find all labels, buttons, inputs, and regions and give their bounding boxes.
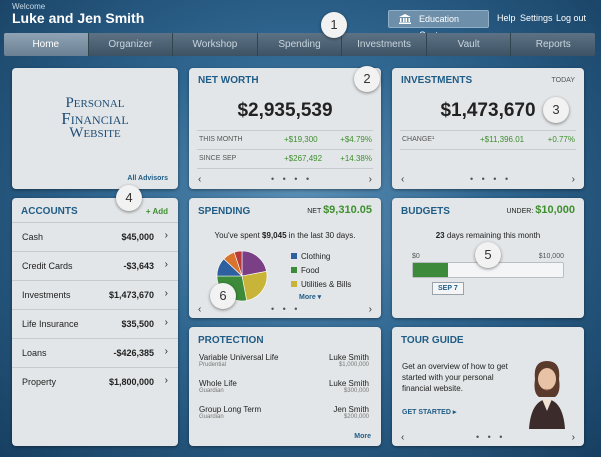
net-worth-panel[interactable]: NET WORTH $2,935,539 THIS MONTH +$19,300… (189, 68, 381, 189)
prev-arrow[interactable]: ‹ (198, 304, 202, 315)
change-pct: +0.77% (547, 135, 575, 144)
today-label: TODAY (551, 77, 575, 84)
policy-row[interactable]: Group Long Term Guardian Jen Smith $200,0… (199, 405, 369, 420)
chevron-right-icon: › (164, 346, 168, 357)
prev-arrow[interactable]: ‹ (401, 174, 405, 185)
tab-investments[interactable]: Investments (342, 33, 427, 56)
change-label: CHANGE¹ (402, 136, 435, 143)
bank-icon (399, 14, 411, 24)
this-month-label: THIS MONTH (199, 136, 243, 143)
header: Welcome Luke and Jen Smith Education Cen… (0, 0, 601, 40)
protection-more-link[interactable]: More (354, 433, 371, 440)
budget-remaining: 23 days remaining this month (435, 231, 541, 240)
account-row[interactable]: Loans -$426,385 › (12, 338, 178, 367)
accounts-panel: ACCOUNTS + Add Cash $45,000 › Credit Car… (12, 198, 178, 446)
investments-title: INVESTMENTS (401, 75, 473, 86)
callout-badge: 5 (475, 242, 501, 268)
account-row[interactable]: Property $1,800,000 › (12, 367, 178, 396)
pager-dots: • • • • (271, 174, 313, 184)
callout-badge: 3 (543, 97, 569, 123)
pie-slice[interactable] (241, 250, 267, 277)
spending-summary: You've spent $9,045 in the last 30 days. (214, 231, 356, 240)
help-link[interactable]: Help (497, 13, 516, 23)
prev-arrow[interactable]: ‹ (401, 432, 405, 443)
chevron-right-icon: › (164, 288, 168, 299)
main-nav: Home Organizer Workshop Spending Investm… (4, 33, 595, 56)
next-arrow[interactable]: › (571, 174, 575, 185)
get-started-link[interactable]: GET STARTED ▸ (402, 409, 457, 416)
next-arrow[interactable]: › (571, 432, 575, 443)
account-row[interactable]: Investments $1,473,670 › (12, 280, 178, 309)
since-sep-amount: +$267,492 (284, 154, 323, 163)
legend-item: Utilities & Bills (291, 278, 351, 292)
tour-guide-panel[interactable]: TOUR GUIDE Get an overview of how to get… (392, 327, 584, 446)
tab-organizer[interactable]: Organizer (89, 33, 174, 56)
spending-net: NET $9,310.05 (307, 204, 372, 216)
logout-link[interactable]: Log out (556, 13, 587, 23)
investments-value: $1,473,670 (440, 100, 536, 121)
settings-link[interactable]: Settings (520, 13, 553, 23)
site-logo: Personal Financial Website (61, 95, 129, 141)
next-arrow[interactable]: › (368, 304, 372, 315)
this-month-pct: +$4.79% (340, 135, 372, 144)
account-row[interactable]: Life Insurance $35,500 › (12, 309, 178, 338)
since-sep-label: SINCE SEP (199, 155, 237, 162)
spending-legend: Clothing Food Utilities & Bills (291, 250, 351, 292)
account-row[interactable]: Cash $45,000 › (12, 222, 178, 251)
pager-dots: • • • (271, 304, 301, 314)
spending-more-link[interactable]: More ▾ (299, 294, 322, 301)
budget-under-value: $10,000 (535, 204, 575, 216)
tour-guide-title: TOUR GUIDE (401, 335, 464, 346)
tab-spending[interactable]: Spending (258, 33, 343, 56)
tab-workshop[interactable]: Workshop (173, 33, 258, 56)
policy-row[interactable]: Variable Universal Life Prudential Luke … (199, 353, 369, 368)
tour-guide-text: Get an overview of how to get started wi… (402, 362, 508, 393)
protection-panel[interactable]: PROTECTION Variable Universal Life Prude… (189, 327, 381, 446)
next-arrow[interactable]: › (368, 174, 372, 185)
legend-item: Clothing (291, 250, 351, 264)
all-advisors-link[interactable]: All Advisors (127, 175, 168, 182)
logo-panel: Personal Financial Website All Advisors (12, 68, 178, 189)
budget-max-label: $10,000 (538, 253, 564, 260)
prev-arrow[interactable]: ‹ (198, 174, 202, 185)
add-account-button[interactable]: + Add (145, 207, 168, 216)
callout-badge: 6 (210, 283, 236, 309)
investments-panel[interactable]: INVESTMENTS TODAY $1,473,670 CHANGE¹ +$1… (392, 68, 584, 189)
tour-guide-avatar (529, 361, 565, 429)
user-name: Luke and Jen Smith (12, 10, 145, 26)
chevron-right-icon: › (164, 375, 168, 386)
this-month-amount: +$19,300 (284, 135, 318, 144)
education-center-button[interactable]: Education Center (388, 10, 489, 40)
pie-slice[interactable] (233, 250, 243, 277)
budget-date-marker: SEP 7 (432, 282, 464, 295)
pager-dots: • • • • (470, 174, 512, 184)
pie-slice[interactable] (241, 270, 268, 301)
callout-badge: 2 (354, 66, 380, 92)
budget-under: UNDER: $10,000 (506, 204, 575, 216)
account-row[interactable]: Credit Cards -$3,643 › (12, 251, 178, 280)
since-sep-pct: +14.38% (340, 154, 372, 163)
callout-badge: 4 (116, 185, 142, 211)
budget-min-label: $0 (412, 253, 420, 260)
policy-row[interactable]: Whole Life Guardian Luke Smith $300,000 (199, 379, 369, 394)
protection-title: PROTECTION (198, 335, 264, 346)
callout-badge: 1 (321, 12, 347, 38)
spending-net-value: $9,310.05 (323, 204, 372, 216)
change-amount: +$11,396.01 (480, 135, 525, 144)
tab-home[interactable]: Home (4, 33, 89, 56)
budget-progress-fill (413, 263, 448, 277)
tab-vault[interactable]: Vault (427, 33, 512, 56)
net-worth-value: $2,935,539 (237, 100, 333, 121)
spending-title: SPENDING (198, 206, 251, 217)
legend-item: Food (291, 264, 351, 278)
chevron-right-icon: › (164, 230, 168, 241)
pager-dots: • • • (476, 432, 506, 442)
chevron-right-icon: › (164, 259, 168, 270)
tab-reports[interactable]: Reports (535, 39, 571, 50)
net-worth-title: NET WORTH (198, 75, 259, 86)
accounts-title: ACCOUNTS (21, 206, 78, 217)
welcome-label: Welcome (12, 2, 46, 11)
budgets-title: BUDGETS (401, 206, 450, 217)
chevron-right-icon: › (164, 317, 168, 328)
